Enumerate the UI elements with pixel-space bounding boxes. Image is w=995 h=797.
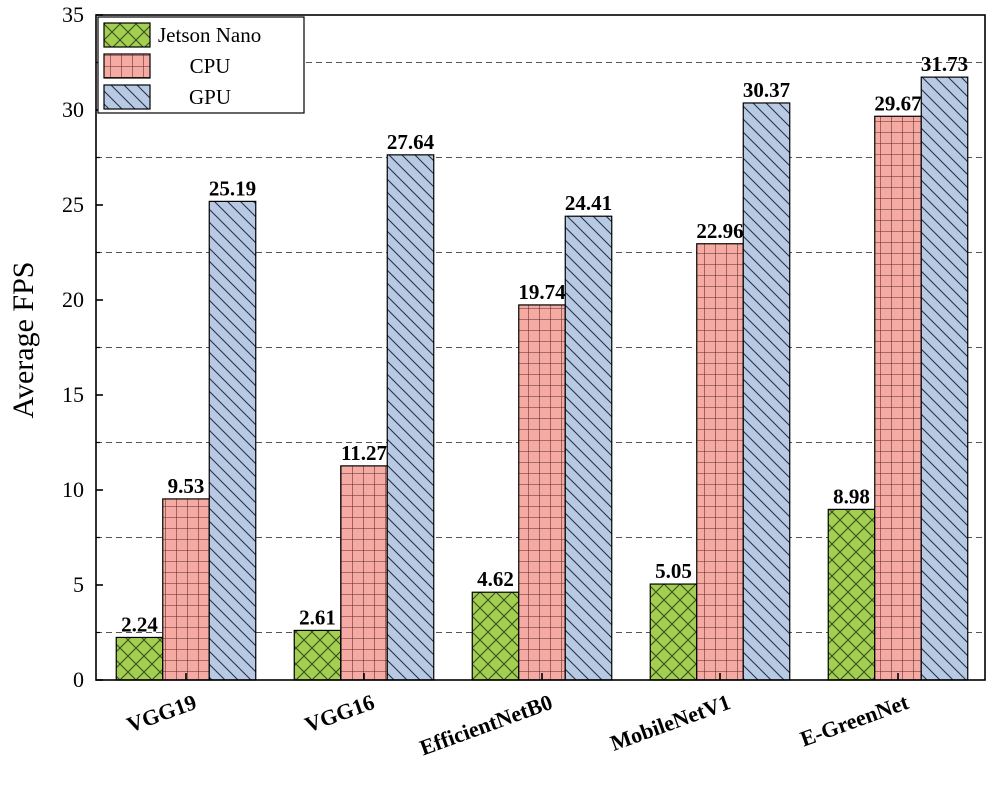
data-label: 8.98: [833, 484, 870, 508]
y-axis-label: Average FPS: [7, 262, 40, 419]
data-label: 19.74: [518, 280, 566, 304]
data-labels: 2.24 2.61 4.62 5.05 8.98 9.53 11.27 19.74 22.96 2…: [121, 52, 968, 636]
bar-gpu-efficientnetb0: [564, 215, 613, 681]
legend-swatch-jetson-nano: [103, 22, 151, 48]
x-tick-label: E-GreenNet: [797, 689, 913, 751]
bar-gpu-mobilenetv1: [742, 102, 791, 681]
bars: [115, 76, 969, 681]
bar-gpu-e-greennet: [920, 76, 969, 681]
data-label: 30.37: [743, 78, 790, 102]
bar-cpu-mobilenetv1: [696, 243, 744, 681]
data-label: 25.19: [209, 176, 256, 200]
bar-gpu-vgg16: [386, 154, 435, 681]
y-tick-label: 30: [62, 97, 84, 122]
data-label: 9.53: [168, 474, 205, 498]
data-label: 4.62: [477, 567, 514, 591]
legend-label: CPU: [190, 54, 231, 78]
y-tick-label: 10: [62, 477, 84, 502]
legend-swatch-cpu: [103, 53, 151, 79]
data-label: 29.67: [874, 91, 921, 115]
legend-label: Jetson Nano: [158, 23, 261, 47]
legend-swatch-gpu: [103, 84, 151, 110]
data-label: 24.41: [565, 191, 612, 215]
bar-jetson-nano-efficientnetb0: [471, 591, 520, 681]
legend-label: GPU: [189, 85, 231, 109]
y-tick-label: 15: [62, 382, 84, 407]
bar-jetson-nano-mobilenetv1: [649, 583, 698, 681]
x-tick-label: VGG19: [123, 689, 199, 737]
data-label: 27.64: [387, 130, 435, 154]
y-tick-label: 35: [62, 2, 84, 27]
bar-jetson-nano-vgg16: [293, 629, 342, 681]
data-label: 31.73: [921, 52, 968, 76]
bar-cpu-efficientnetb0: [518, 304, 566, 681]
bar-jetson-nano-vgg19: [115, 636, 164, 681]
bar-gpu-vgg19: [208, 200, 257, 681]
data-label: 22.96: [696, 219, 743, 243]
y-tick-label: 20: [62, 287, 84, 312]
data-label: 2.61: [299, 605, 336, 629]
y-tick-label: 25: [62, 192, 84, 217]
data-label: 5.05: [655, 559, 692, 583]
y-tick-label: 0: [73, 667, 84, 692]
bar-cpu-e-greennet: [874, 115, 922, 681]
x-tick-label: EfficientNetB0: [416, 689, 555, 760]
y-tick-label: 5: [73, 572, 84, 597]
data-label: 11.27: [341, 441, 387, 465]
bar-cpu-vgg19: [162, 498, 210, 681]
x-tick-label: MobileNetV1: [607, 689, 734, 756]
data-label: 2.24: [121, 612, 158, 636]
bar-jetson-nano-e-greennet: [827, 508, 876, 681]
bar-cpu-vgg16: [340, 465, 388, 681]
legend: Jetson Nano CPU GPU: [97, 16, 305, 114]
x-tick-label: VGG16: [301, 689, 377, 737]
